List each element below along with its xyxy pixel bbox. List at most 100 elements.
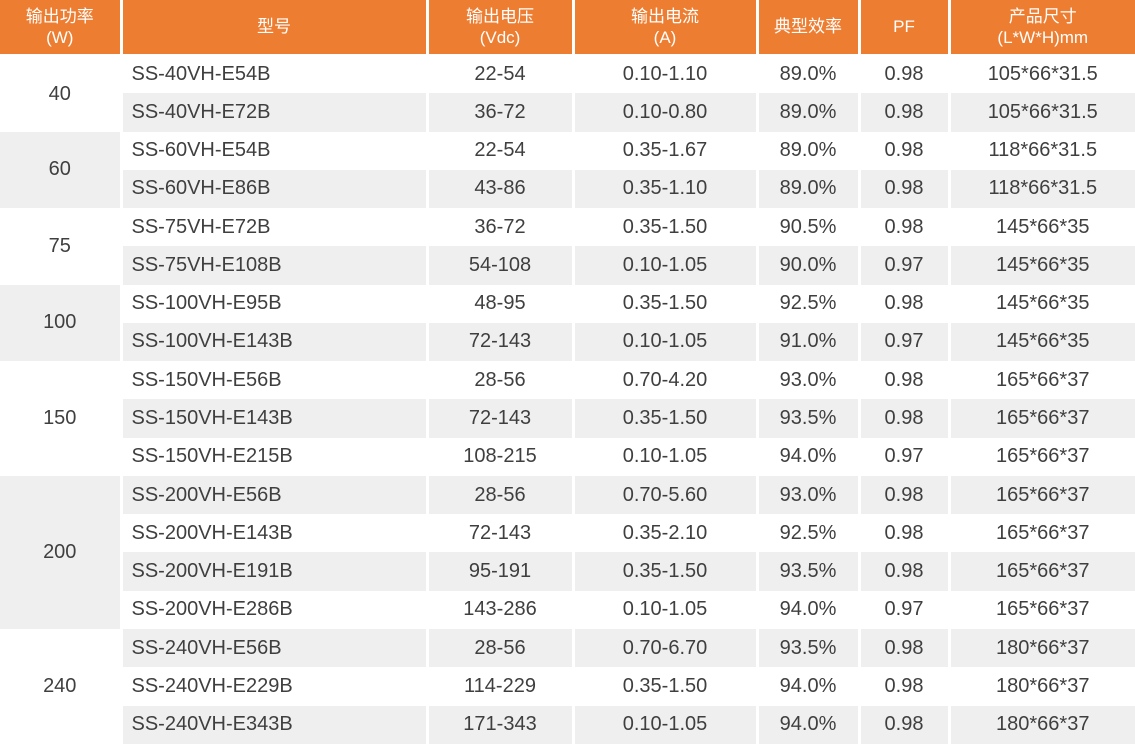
efficiency-cell: 89.0% [755, 169, 859, 209]
current-cell: 0.35-1.10 [571, 169, 757, 209]
model-cell: SS-60VH-E54B [119, 131, 427, 170]
header-current-unit: (A) [653, 27, 677, 47]
efficiency-cell: 94.0% [755, 705, 859, 744]
pf-cell: 0.97 [857, 437, 949, 476]
table-row: SS-75VH-E108B 54-108 0.10-1.05 90.0% 0.9… [0, 246, 1135, 285]
current-cell: 0.35-1.50 [571, 284, 757, 323]
current-cell: 0.10-1.05 [571, 322, 757, 362]
table-row: 60 SS-60VH-E54B 22-54 0.35-1.67 89.0% 0.… [0, 131, 1135, 209]
header-model-label: 型号 [257, 17, 291, 37]
size-cell: 145*66*35 [947, 322, 1135, 362]
table-row: 40 SS-40VH-E54B 22-54 0.10-1.10 89.0% 0.… [0, 55, 1135, 132]
size-cell: 145*66*35 [947, 208, 1135, 247]
header-voltage: 输出电压 (Vdc) [425, 0, 573, 57]
efficiency-cell: 93.0% [755, 361, 859, 400]
table-row: SS-60VH-E86B 43-86 0.35-1.10 89.0% 0.98 … [0, 169, 1135, 209]
pf-cell: 0.98 [857, 208, 949, 247]
header-size: 产品尺寸 (L*W*H)mm [947, 0, 1135, 57]
table-row: SS-240VH-E229B 114-229 0.35-1.50 94.0% 0… [0, 667, 1135, 706]
pf-cell: 0.98 [857, 131, 949, 170]
pf-cell: 0.98 [857, 361, 949, 400]
table-row: SS-150VH-E143B 72-143 0.35-1.50 93.5% 0.… [0, 399, 1135, 438]
current-cell: 0.10-1.05 [571, 590, 757, 629]
voltage-cell: 54-108 [425, 246, 573, 285]
model-cell: SS-240VH-E343B [119, 705, 427, 744]
efficiency-cell: 89.0% [755, 131, 859, 170]
efficiency-cell: 94.0% [755, 590, 859, 629]
pf-cell: 0.97 [857, 322, 949, 362]
size-cell: 165*66*37 [947, 514, 1135, 553]
efficiency-cell: 94.0% [755, 667, 859, 706]
model-cell: SS-240VH-E229B [119, 667, 427, 706]
efficiency-cell: 93.5% [755, 552, 859, 591]
pf-cell: 0.98 [857, 552, 949, 591]
efficiency-cell: 92.5% [755, 514, 859, 553]
model-cell: SS-40VH-E72B [119, 93, 427, 132]
pf-cell: 0.97 [857, 590, 949, 629]
power-cell: 200 [0, 475, 121, 629]
voltage-cell: 28-56 [425, 361, 573, 400]
power-cell: 60 [0, 131, 121, 209]
size-cell: 180*66*37 [947, 667, 1135, 706]
current-cell: 0.35-1.67 [571, 131, 757, 170]
model-cell: SS-200VH-E56B [119, 475, 427, 515]
size-cell: 165*66*37 [947, 399, 1135, 438]
current-cell: 0.10-1.05 [571, 437, 757, 476]
table-row: SS-40VH-E72B 36-72 0.10-0.80 89.0% 0.98 … [0, 93, 1135, 132]
header-pf: PF [857, 0, 949, 57]
efficiency-cell: 93.5% [755, 628, 859, 668]
table-row: 200 SS-200VH-E56B 28-56 0.70-5.60 93.0% … [0, 475, 1135, 629]
header-voltage-unit: (Vdc) [479, 27, 521, 47]
header-efficiency: 典型效率 [755, 0, 859, 57]
header-voltage-label: 输出电压 [466, 6, 534, 26]
efficiency-cell: 90.0% [755, 246, 859, 285]
table-row: 75 SS-75VH-E72B 36-72 0.35-1.50 90.5% 0.… [0, 208, 1135, 285]
size-cell: 165*66*37 [947, 361, 1135, 400]
power-cell: 75 [0, 208, 121, 285]
model-cell: SS-60VH-E86B [119, 169, 427, 209]
table-row: 100 SS-100VH-E95B 48-95 0.35-1.50 92.5% … [0, 284, 1135, 362]
current-cell: 0.10-0.80 [571, 93, 757, 132]
pf-cell: 0.98 [857, 93, 949, 132]
voltage-cell: 36-72 [425, 208, 573, 247]
current-cell: 0.35-1.50 [571, 667, 757, 706]
pf-cell: 0.97 [857, 246, 949, 285]
header-size-unit: (L*W*H)mm [997, 27, 1089, 47]
header-size-label: 产品尺寸 [1008, 6, 1077, 26]
pf-cell: 0.98 [857, 55, 949, 94]
pf-cell: 0.98 [857, 475, 949, 515]
size-cell: 180*66*37 [947, 628, 1135, 668]
model-cell: SS-100VH-E143B [119, 322, 427, 362]
efficiency-cell: 91.0% [755, 322, 859, 362]
voltage-cell: 171-343 [425, 705, 573, 744]
power-cell: 100 [0, 284, 121, 362]
voltage-cell: 28-56 [425, 628, 573, 668]
size-cell: 105*66*31.5 [947, 93, 1135, 132]
size-cell: 118*66*31.5 [947, 169, 1135, 209]
efficiency-cell: 89.0% [755, 55, 859, 94]
efficiency-cell: 94.0% [755, 437, 859, 476]
efficiency-cell: 90.5% [755, 208, 859, 247]
size-cell: 105*66*31.5 [947, 55, 1135, 94]
efficiency-cell: 92.5% [755, 284, 859, 323]
voltage-cell: 22-54 [425, 131, 573, 170]
voltage-cell: 114-229 [425, 667, 573, 706]
voltage-cell: 108-215 [425, 437, 573, 476]
voltage-cell: 95-191 [425, 552, 573, 591]
voltage-cell: 72-143 [425, 514, 573, 553]
current-cell: 0.70-4.20 [571, 361, 757, 400]
model-cell: SS-100VH-E95B [119, 284, 427, 323]
header-power-label: 输出功率 [25, 6, 94, 26]
table-row: SS-150VH-E215B 108-215 0.10-1.05 94.0% 0… [0, 437, 1135, 476]
size-cell: 145*66*35 [947, 284, 1135, 323]
header-current: 输出电流 (A) [571, 0, 757, 57]
voltage-cell: 72-143 [425, 399, 573, 438]
size-cell: 165*66*37 [947, 552, 1135, 591]
model-cell: SS-240VH-E56B [119, 628, 427, 668]
table-row: SS-200VH-E191B 95-191 0.35-1.50 93.5% 0.… [0, 552, 1135, 591]
header-pf-label: PF [893, 17, 915, 37]
power-cell: 240 [0, 628, 121, 744]
efficiency-cell: 89.0% [755, 93, 859, 132]
current-cell: 0.35-1.50 [571, 399, 757, 438]
